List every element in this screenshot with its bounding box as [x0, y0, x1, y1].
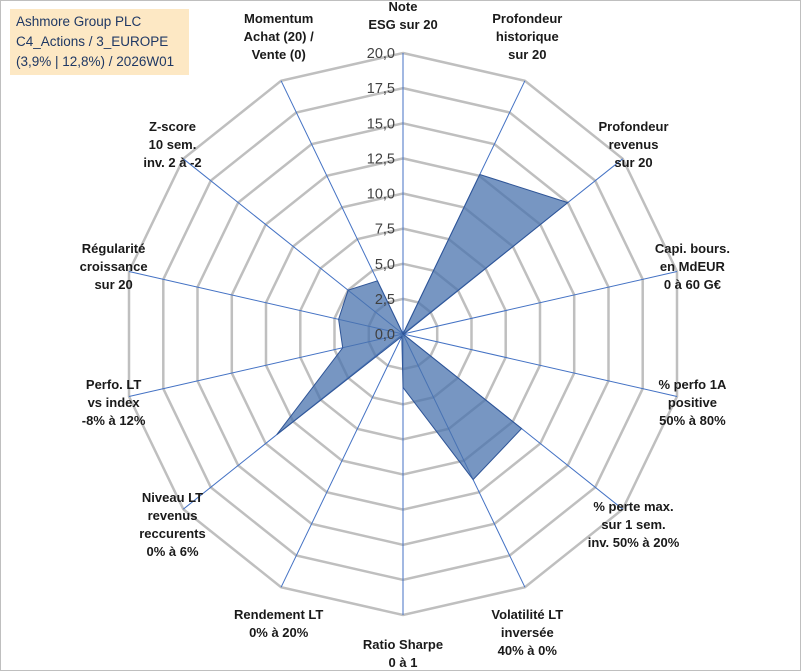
tick-label: 15,0: [367, 116, 395, 132]
axis-label: Rendement LT 0% à 20%: [234, 607, 323, 640]
title-category: C4_Actions / 3_EUROPE: [16, 34, 169, 49]
axis-label: % perfo 1A positive 50% à 80%: [658, 377, 727, 428]
axis-label: Z-score 10 sem. inv. 2 à -2: [143, 119, 201, 170]
axis-label: Profondeur revenus sur 20: [598, 119, 668, 170]
axis-label: Ratio Sharpe 0 à 1: [363, 637, 443, 670]
axis-label: Régularité croissance sur 20: [80, 241, 148, 292]
tick-label: 12,5: [367, 151, 395, 167]
chart-title-box: Ashmore Group PLC C4_Actions / 3_EUROPE …: [10, 9, 189, 75]
spoke-line: [280, 333, 404, 588]
tick-label: 10,0: [367, 187, 395, 203]
axis-label: Momentum Achat (20) / Vente (0): [244, 11, 314, 62]
axis-label: Niveau LT revenus reccurents 0% à 6%: [139, 490, 205, 559]
tick-label: 5,0: [375, 257, 395, 273]
spoke-line: [402, 271, 678, 335]
tick-label: 20,0: [367, 46, 395, 62]
tick-label: 2,5: [375, 292, 395, 308]
axis-label: Perfo. LT vs index -8% à 12%: [82, 377, 146, 428]
axis-label: Note ESG sur 20: [368, 0, 437, 32]
tick-label: 7,5: [375, 222, 395, 238]
title-company: Ashmore Group PLC: [16, 14, 142, 29]
axis-label: Capi. bours. en MdEUR 0 à 60 G€: [655, 241, 730, 292]
spoke-line: [402, 333, 678, 397]
tick-label: 0,0: [375, 327, 395, 343]
axis-label: Volatilité LT inversée 40% à 0%: [491, 607, 563, 658]
data-area: [276, 173, 569, 481]
axis-label: Profondeur historique sur 20: [492, 11, 562, 62]
title-period: (3,9% | 12,8%) / 2026W01: [16, 54, 175, 69]
axis-label: % perte max. sur 1 sem. inv. 50% à 20%: [588, 499, 680, 550]
tick-label: 17,5: [367, 81, 395, 97]
